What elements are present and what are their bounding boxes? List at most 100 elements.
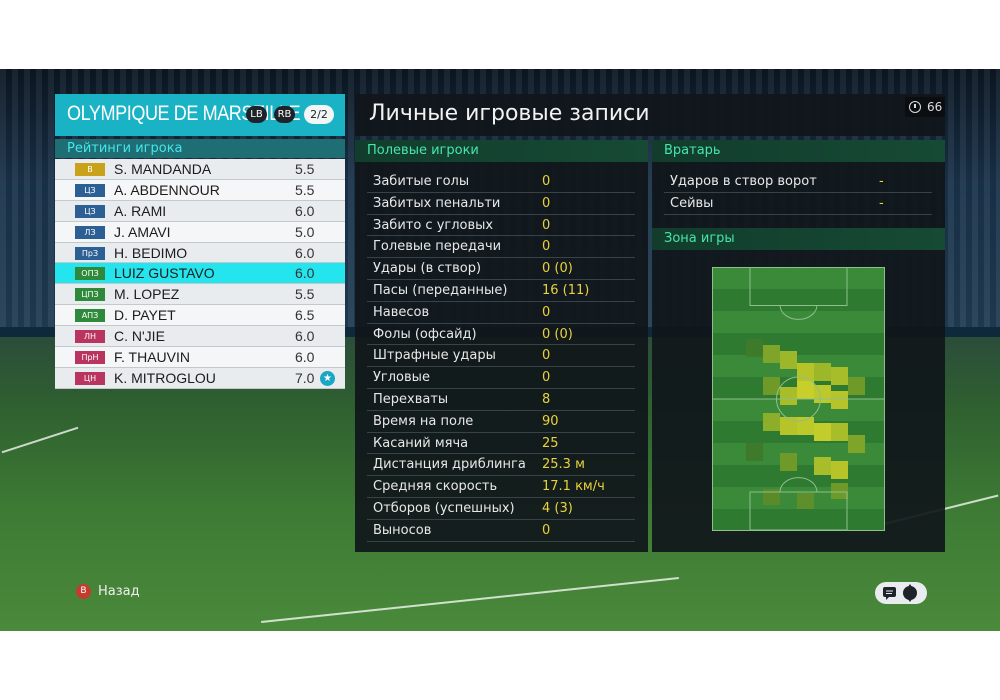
position-badge: ПрН (75, 351, 105, 365)
player-rating: 5.5 (295, 286, 315, 303)
stat-value: 0 (542, 370, 551, 386)
pitch-markings (712, 267, 885, 531)
b-button-icon[interactable]: B (76, 584, 91, 599)
player-rating: 6.0 (295, 202, 315, 219)
stat-value: 90 (542, 413, 559, 429)
stat-row: Касаний мяча 25 (367, 433, 635, 455)
stat-value: 25 (542, 435, 559, 451)
team-header: OLYMPIQUE DE MARSEILLE LB RB 2/2 (55, 94, 345, 136)
stat-row: Время на поле 90 (367, 411, 635, 433)
stat-label: Забито с угловых (373, 217, 494, 233)
lb-button-hint[interactable]: LB (246, 106, 267, 123)
heat-cells (746, 339, 865, 509)
player-row[interactable]: ЦПЗ M. LOPEZ 5.5 (55, 284, 345, 306)
page-title: Личные игровые записи (369, 101, 650, 126)
player-name: C. N'JIE (114, 328, 165, 345)
player-rating: 6.0 (295, 328, 315, 345)
player-row[interactable]: ПрЗ H. BEDIMO 6.0 (55, 242, 345, 264)
timer-value: 66 (927, 100, 943, 114)
stat-row: Голевые передачи 0 (367, 236, 635, 259)
position-badge: АПЗ (75, 309, 105, 323)
play-zone-header: Зона игры (652, 228, 945, 250)
player-rating: 5.5 (295, 161, 315, 177)
stat-label: Навесов (373, 304, 430, 320)
position-badge: ЦН (75, 371, 105, 385)
stat-label: Штрафные удары (373, 348, 496, 364)
play-zone-heatmap (712, 267, 885, 531)
stat-row: Ударов в створ ворот - (664, 171, 932, 193)
pitch-line (1, 426, 79, 454)
field-players-header: Полевые игроки (355, 140, 648, 162)
field-stats-list: Забитые голы 0 Забитых пенальти 0 Забито с у… (367, 171, 635, 542)
star-icon: ★ (320, 370, 335, 386)
stat-value: 0 (542, 304, 551, 320)
stat-label: Дистанция дриблинга (373, 457, 526, 473)
team-page-indicator: 2/2 (304, 105, 334, 124)
player-rating: 6.0 (295, 244, 315, 261)
position-badge: ОПЗ (75, 267, 105, 281)
rb-button-hint[interactable]: RB (274, 106, 295, 123)
stat-row: Забито с угловых 0 (367, 215, 635, 237)
stat-row: Средняя скорость 17.1 км/ч (367, 476, 635, 498)
player-name: F. THAUVIN (114, 349, 190, 366)
player-rating: 6.0 (295, 349, 315, 366)
team-name: OLYMPIQUE DE MARSEILLE (67, 102, 301, 125)
position-badge: ПрЗ (75, 246, 105, 260)
player-row[interactable]: ЦЗ A. ABDENNOUR 5.5 (55, 179, 345, 201)
player-name: A. ABDENNOUR (114, 181, 220, 198)
player-row[interactable]: ЦЗ A. RAMI 6.0 (55, 200, 345, 222)
player-row[interactable]: ПрН F. THAUVIN 6.0 (55, 347, 345, 368)
clock-icon (909, 101, 921, 113)
stat-row: Сейвы - (664, 193, 932, 215)
stat-label: Время на поле (373, 413, 474, 429)
player-name: S. MANDANDA (114, 161, 212, 177)
stat-value: 0 (542, 348, 551, 364)
stat-row: Забитых пенальти 0 (367, 193, 635, 215)
right-stick-icon (903, 586, 917, 600)
player-row[interactable]: ЛЗ J. AMAVI 5.0 (55, 221, 345, 243)
stat-row: Выносов 0 (367, 520, 635, 542)
player-row[interactable]: В S. MANDANDA 5.5 (55, 159, 345, 180)
position-badge: ЦЗ (75, 204, 105, 218)
stat-label: Угловые (373, 370, 430, 386)
goalkeeper-header: Вратарь (652, 140, 945, 162)
stat-value: 17.1 км/ч (542, 479, 605, 495)
back-label[interactable]: Назад (98, 584, 140, 599)
player-row[interactable]: ЦН K. MITROGLOU 7.0 ★ (55, 367, 345, 389)
stat-value: 8 (542, 391, 551, 407)
stat-label: Ударов в створ ворот (670, 174, 817, 189)
player-row[interactable]: ЛН C. N'JIE 6.0 (55, 326, 345, 348)
stat-row: Перехваты 8 (367, 389, 635, 411)
stat-label: Забитые голы (373, 174, 470, 189)
stat-row: Пасы (переданные) 16 (11) (367, 280, 635, 302)
player-name: D. PAYET (114, 307, 176, 324)
stat-value: 0 (542, 195, 551, 211)
ratings-header: Рейтинги игрока (55, 139, 345, 158)
stat-label: Средняя скорость (373, 479, 498, 495)
stat-label: Перехваты (373, 391, 449, 407)
player-rating: 6.5 (295, 307, 315, 324)
chat-icon (883, 584, 917, 602)
stat-label: Забитых пенальти (373, 195, 501, 211)
stat-label: Удары (в створ) (373, 261, 482, 277)
player-row[interactable]: АПЗ D. PAYET 6.5 (55, 305, 345, 327)
player-rating: 6.0 (295, 265, 315, 282)
player-row[interactable]: ОПЗ LUIZ GUSTAVO 6.0 (55, 263, 345, 285)
stat-value: 0 (0) (542, 326, 573, 342)
goalkeeper-stats-list: Ударов в створ ворот - Сейвы - (664, 171, 932, 215)
stat-label: Пасы (переданные) (373, 282, 508, 298)
stat-row: Угловые 0 (367, 367, 635, 389)
stat-label: Сейвы (670, 195, 714, 211)
player-name: A. RAMI (114, 202, 167, 219)
player-name: H. BEDIMO (114, 244, 188, 261)
stat-row: Фолы (офсайд) 0 (0) (367, 324, 635, 346)
player-rating: 5.0 (295, 223, 315, 240)
stat-value: 0 (542, 174, 551, 189)
stat-label: Фолы (офсайд) (373, 326, 477, 342)
right-stick-hint[interactable] (875, 582, 927, 604)
position-badge: ЛЗ (75, 225, 105, 239)
player-ratings-list: В S. MANDANDA 5.5 ЦЗ A. ABDENNOUR 5.5 ЦЗ A. RAM… (55, 159, 345, 389)
main-header: Личные игровые записи (355, 94, 945, 136)
position-badge: ЦЗ (75, 183, 105, 197)
stat-label: Касаний мяча (373, 435, 469, 451)
